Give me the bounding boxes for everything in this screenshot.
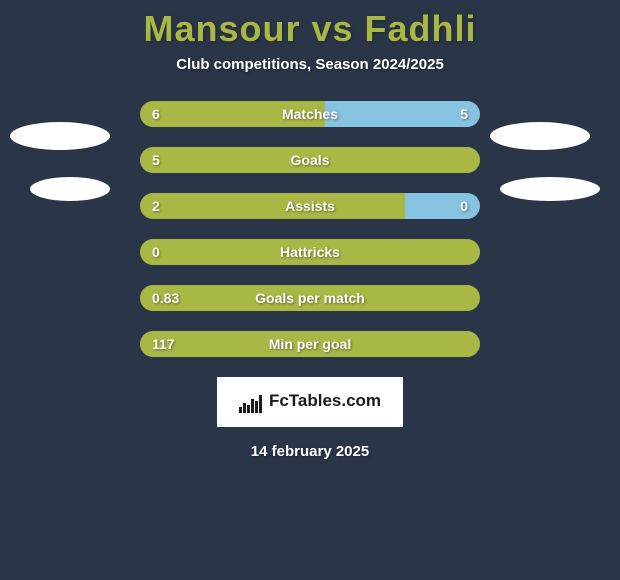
logo-bars-icon [239, 393, 263, 413]
comparison-card: Mansour vs Fadhli Club competitions, Sea… [0, 0, 620, 580]
stat-bar-left [140, 331, 480, 357]
stat-bar: 65Matches [140, 101, 480, 127]
stat-bar: 0Hattricks [140, 239, 480, 265]
stat-row: 0Hattricks [0, 229, 620, 275]
vs-separator: vs [311, 8, 353, 49]
stat-bar: 20Assists [140, 193, 480, 219]
stat-value-right [456, 147, 480, 173]
player-badge-placeholder [500, 177, 600, 201]
stat-value-left: 0 [140, 239, 172, 265]
logo-text: FcTables.com [269, 391, 381, 410]
stat-value-left: 2 [140, 193, 172, 219]
player-badge-placeholder [10, 122, 110, 150]
stat-bar: 0.83Goals per match [140, 285, 480, 311]
stat-bar-left [140, 147, 480, 173]
stat-value-left: 5 [140, 147, 172, 173]
player-left-name: Mansour [143, 8, 300, 49]
footer-date: 14 february 2025 [0, 443, 620, 460]
page-title: Mansour vs Fadhli [0, 0, 620, 50]
logo-badge: FcTables.com [217, 377, 403, 427]
stat-row: 0.83Goals per match [0, 275, 620, 321]
stat-value-left: 6 [140, 101, 172, 127]
stat-value-left: 117 [140, 331, 187, 357]
stat-row: 117Min per goal [0, 321, 620, 367]
stat-value-right: 0 [448, 193, 480, 219]
stat-value-right: 5 [448, 101, 480, 127]
stat-bar: 5Goals [140, 147, 480, 173]
subtitle: Club competitions, Season 2024/2025 [0, 56, 620, 73]
stat-bar-left [140, 193, 405, 219]
player-badge-placeholder [490, 122, 590, 150]
stat-value-right [456, 239, 480, 265]
stat-value-right [456, 285, 480, 311]
player-badge-placeholder [30, 177, 110, 201]
stat-value-left: 0.83 [140, 285, 191, 311]
stat-value-right [456, 331, 480, 357]
player-right-name: Fadhli [365, 8, 477, 49]
stat-bar: 117Min per goal [140, 331, 480, 357]
stat-bar-left [140, 239, 480, 265]
